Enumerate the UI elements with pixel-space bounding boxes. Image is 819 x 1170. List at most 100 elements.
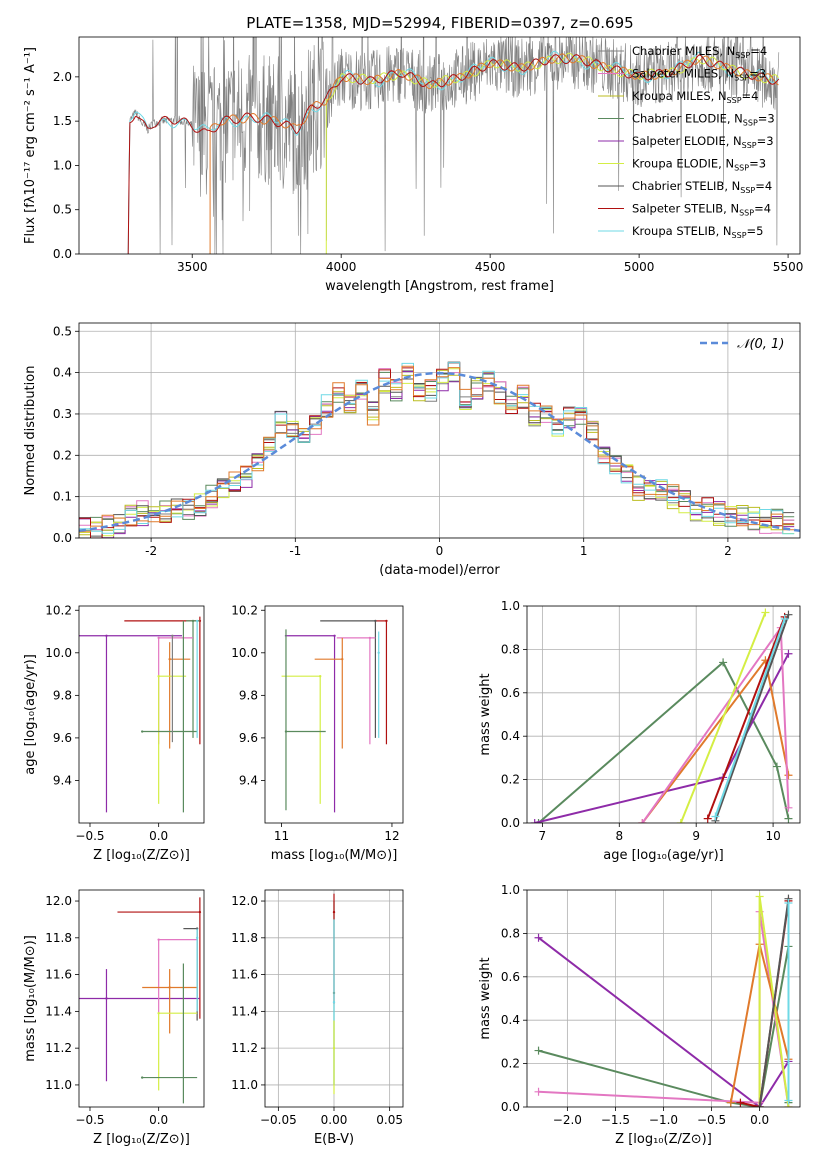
legend-entry: 𝒩(0, 1) [737, 337, 784, 352]
y-tick-label: 11.8 [45, 931, 72, 945]
x-tick-label: 0 [436, 544, 444, 558]
y-axis-label: mass weight [478, 673, 493, 755]
x-tick-label: 8 [615, 829, 623, 843]
x-tick-label: −2.0 [553, 1113, 582, 1127]
axes-frame [78, 605, 205, 824]
weight-series-line [537, 660, 790, 823]
y-tick-label: 0.0 [501, 816, 520, 830]
data-point [377, 651, 380, 655]
axes-frame [78, 36, 801, 255]
x-tick-label: 9 [692, 829, 700, 843]
y-tick-label: 0.2 [53, 448, 72, 462]
y-axis-label: mass [log₁₀(M/M⊙)] [23, 935, 38, 1062]
y-tick-label: 0.4 [501, 729, 520, 743]
y-tick-label: 1.0 [501, 883, 520, 897]
spectrum-chart: 3500 4000 4500 5000 5500 0.0 0.5 1.0 1.5 2.0 wavel… [23, 36, 803, 294]
legend-entry: Salpeter STELIB, NSSP=4 [632, 202, 771, 218]
weight-series-line [679, 612, 767, 823]
age_vs_mass-chart: 11 12 9.4 9.6 9.8 10.0 10.2 mass [log₁₀(M/M⊙)] [231, 603, 404, 863]
x-tick-label: -2 [145, 544, 157, 558]
legend-sub: SSP [742, 141, 757, 150]
legend-entry: Kroupa STELIB, NSSP=5 [632, 224, 763, 240]
x-axis-label: Z [log₁₀(Z/Z⊙)] [93, 848, 190, 863]
data-point [157, 675, 160, 678]
x-tick-label: 10 [765, 829, 780, 843]
y-tick-label: 9.8 [53, 688, 72, 702]
x-tick-label: 4000 [326, 260, 357, 274]
data-point [140, 1076, 144, 1079]
x-axis-label: age [log₁₀(age/yr)] [603, 848, 724, 863]
legend-value: =4 [750, 44, 767, 58]
legend-sub: SSP [734, 74, 749, 83]
legend-label: Kroupa ELODIE, N [632, 157, 734, 171]
weight-marker [530, 819, 539, 823]
y-tick-label: 2.0 [53, 70, 72, 84]
legend-entry: Kroupa MILES, NSSP=4 [632, 89, 758, 105]
legend-value: =4 [742, 89, 759, 103]
figure-title: PLATE=1358, MJD=52994, FIBERID=0397, z=0… [246, 14, 633, 32]
y-tick-label: 9.6 [53, 731, 72, 745]
mass_vs_Z-plot-area [79, 897, 202, 1104]
legend-label: Chabrier MILES, N [632, 44, 735, 58]
data-point [332, 1046, 336, 1050]
legend-entry: Chabrier MILES, NSSP=4 [632, 44, 767, 60]
x-tick-label: −1.5 [601, 1113, 630, 1127]
normal-curve-line [79, 371, 800, 533]
y-tick-label: 11.2 [45, 1041, 72, 1055]
legend-sub: SSP [740, 186, 755, 195]
model-spectrum-line [325, 52, 779, 254]
legend-entry: Chabrier STELIB, NSSP=4 [632, 179, 772, 195]
weight-marker [784, 610, 793, 619]
data-point [191, 619, 195, 623]
weight-marker [784, 1096, 793, 1105]
weight_vs_Z-plot-area [527, 890, 800, 1107]
residuals-plot-area [79, 323, 800, 538]
y-tick-label: 0.0 [53, 531, 72, 545]
weight-marker [784, 814, 793, 823]
weight-marker [711, 812, 720, 821]
weight-marker [719, 658, 728, 667]
legend-value: =3 [757, 134, 774, 148]
data-point [319, 675, 322, 678]
legend-value: =3 [749, 67, 766, 81]
data-point [168, 986, 171, 989]
x-axis-label: Z [log₁₀(Z/Z⊙)] [93, 1132, 190, 1147]
y-axis-label: Flux [fλ10⁻¹⁷ erg cm⁻² s⁻¹ A⁻¹] [23, 47, 38, 244]
legend-label: Chabrier ELODIE, N [632, 112, 743, 126]
legend-sub: SSP [734, 164, 749, 173]
legend-label: Kroupa STELIB, N [632, 224, 732, 238]
legend-value: =5 [747, 224, 764, 238]
x-tick-label: 0.0 [149, 829, 168, 843]
spectrum-plot-area [127, 37, 780, 254]
x-tick-label: −0.5 [75, 1113, 104, 1127]
axes-frame [264, 889, 404, 1108]
weight-marker [736, 1098, 745, 1107]
y-tick-label: 9.4 [53, 773, 72, 787]
legend-sub: SSP [735, 51, 750, 60]
weight-marker [676, 819, 685, 823]
data-point [105, 634, 108, 637]
x-axis-label: E(B-V) [314, 1132, 354, 1147]
legend-label: Kroupa MILES, N [632, 89, 727, 103]
y-tick-label: 0.5 [53, 203, 72, 217]
x-tick-label: 0.0 [750, 1113, 769, 1127]
data-point [168, 657, 171, 661]
age_vs_Z-chart: −0.5 0.0 9.4 9.6 9.8 10.0 10.2 Z [log₁₀(Z/Z⊙)] a… [23, 603, 205, 863]
y-tick-label: 11.4 [45, 1004, 72, 1018]
y-tick-label: 0.2 [501, 1057, 520, 1071]
histogram-series [79, 365, 795, 538]
legend-label: Salpeter MILES, N [632, 67, 734, 81]
weight-series-line [714, 618, 786, 817]
y-tick-label: 9.4 [239, 773, 258, 787]
weight_vs_age-plot-area [527, 606, 800, 823]
data-point [171, 634, 174, 637]
x-axis-label: (data-model)/error [379, 563, 500, 578]
legend-entry: Salpeter ELODIE, NSSP=3 [632, 134, 774, 150]
legend-value: =3 [749, 157, 766, 171]
data-point [284, 730, 288, 733]
data-point [157, 636, 160, 640]
axes-frame [78, 889, 205, 1108]
y-tick-label: 0.0 [53, 247, 72, 261]
weight-marker [534, 1046, 543, 1055]
weight-marker [784, 803, 793, 812]
